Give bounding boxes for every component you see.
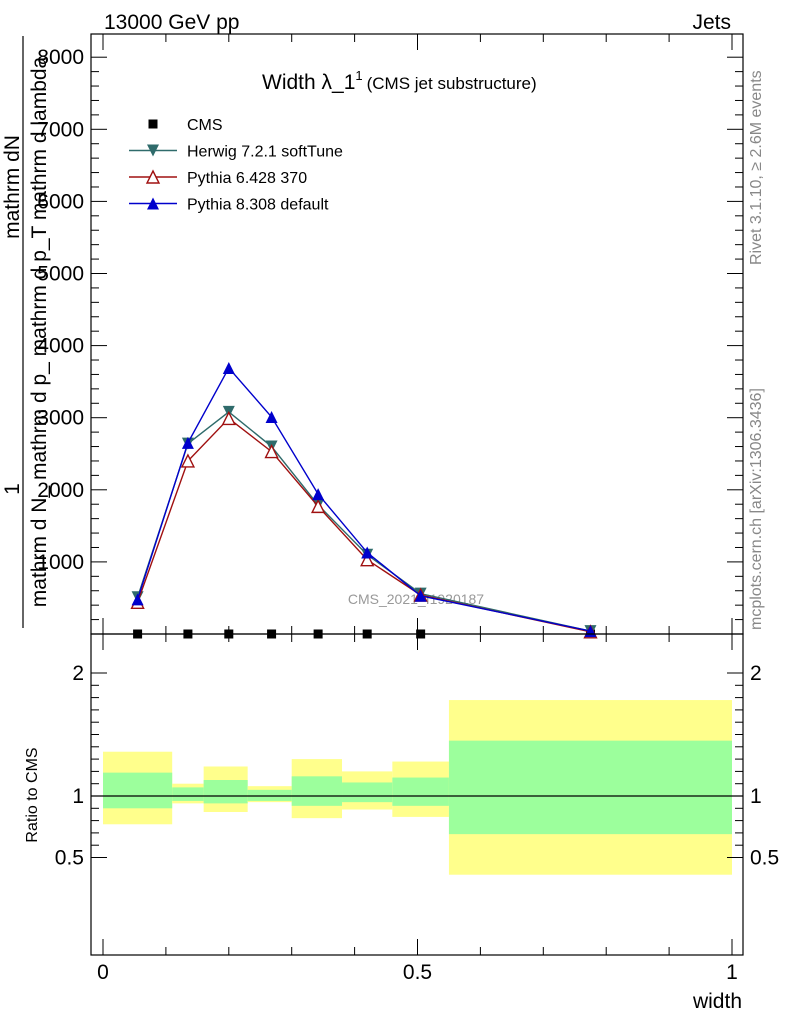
ratio-y-tick-label-right: 0.5 bbox=[750, 847, 779, 870]
y-label-denominator: mathrm d N_ mathrm d p_ mathrm d p_T mat… bbox=[28, 56, 51, 607]
legend-entry: Pythia 6.428 370 bbox=[129, 169, 307, 187]
series-line bbox=[136, 366, 591, 632]
legend: CMS Herwig 7.2.1 softTune Pythia 6.428 370… bbox=[129, 117, 343, 214]
ratio-frame bbox=[90, 633, 744, 956]
legend-entry: CMS bbox=[148, 117, 223, 134]
x-tick-label: 0.5 bbox=[403, 961, 432, 984]
y-tick-label: 8000 bbox=[37, 46, 84, 69]
ratio-y-tick-label-right: 2 bbox=[750, 662, 762, 685]
legend-label: Pythia 6.428 370 bbox=[187, 170, 307, 187]
y-tick-label: 3000 bbox=[37, 407, 84, 430]
rivet-label: Rivet 3.1.10, ≥ 2.6M events bbox=[748, 70, 765, 265]
series-line bbox=[136, 411, 591, 632]
chart-subtitle: (CMS jet substructure) bbox=[367, 74, 537, 93]
y-label-prefix: 1 bbox=[1, 483, 24, 495]
chart-title-main: Width λ_1 bbox=[262, 71, 355, 94]
main-y-tick-labels: 1000 2000 3000 4000 5000 6000 7000 8000 bbox=[37, 46, 84, 574]
y-tick-label: 7000 bbox=[37, 118, 84, 141]
chart-title: Width λ_11 (CMS jet substructure) bbox=[262, 68, 537, 94]
legend-label: Herwig 7.2.1 softTune bbox=[187, 144, 343, 161]
data-point bbox=[360, 552, 375, 567]
ratio-y-tick-labels-right: 0.5 1 2 bbox=[750, 662, 779, 870]
ratio-axis-ticks bbox=[91, 634, 743, 955]
legend-marker bbox=[147, 197, 159, 210]
data-point bbox=[312, 488, 325, 501]
legend-marker bbox=[145, 169, 161, 184]
category-label: Jets bbox=[692, 11, 731, 34]
legend-label: Pythia 8.308 default bbox=[187, 197, 329, 214]
green-band bbox=[172, 787, 204, 801]
mcplots-label: mcplots.cern.ch [arXiv:1306.3436] bbox=[748, 388, 765, 630]
x-tick-label: 0 bbox=[97, 961, 109, 984]
green-band bbox=[342, 782, 393, 803]
ratio-y-tick-label: 2 bbox=[72, 662, 84, 685]
ratio-y-tick-label: 1 bbox=[72, 785, 84, 808]
energy-label: 13000 GeV pp bbox=[104, 11, 239, 34]
data-point bbox=[265, 410, 278, 423]
green-band bbox=[247, 789, 292, 801]
ratio-uncertainty-bands bbox=[91, 700, 743, 875]
x-tick-label: 1 bbox=[726, 961, 738, 984]
legend-entry: Pythia 8.308 default bbox=[129, 197, 329, 214]
data-point bbox=[310, 498, 326, 514]
data-point bbox=[131, 593, 144, 606]
x-tick-labels: 0 0.5 1 bbox=[97, 961, 738, 984]
ratio-plot-panel: 0.512 0.512 0 0.5 1 Ratio to CMS width bbox=[24, 633, 779, 1013]
y-tick-label: 2000 bbox=[37, 479, 84, 502]
y-tick-label: 4000 bbox=[37, 335, 84, 358]
y-tick-label: 1000 bbox=[37, 551, 84, 574]
green-band bbox=[203, 780, 248, 804]
green-band bbox=[448, 740, 732, 835]
legend-marker bbox=[148, 119, 158, 129]
ratio-y-axis-label: Ratio to CMS bbox=[24, 747, 41, 842]
ratio-y-tick-labels: 0.5 1 2 bbox=[55, 662, 84, 870]
data-point bbox=[414, 589, 427, 602]
data-point bbox=[361, 546, 374, 559]
data-point bbox=[180, 453, 196, 468]
chart-title-sup: 1 bbox=[355, 68, 362, 83]
data-point bbox=[221, 410, 236, 426]
legend-entry: Herwig 7.2.1 softTune bbox=[129, 144, 343, 161]
x-axis-label: width bbox=[692, 990, 742, 1013]
green-band bbox=[103, 772, 173, 809]
green-band bbox=[291, 776, 343, 806]
main-y-axis-label: 1 mathrm dN mathrm d N_ mathrm d p_ math… bbox=[1, 36, 51, 628]
main-axis-ticks bbox=[91, 34, 743, 635]
data-point bbox=[264, 444, 279, 459]
y-tick-label: 6000 bbox=[37, 190, 84, 213]
series-pythia-8-308-default bbox=[131, 361, 597, 638]
y-tick-label: 5000 bbox=[37, 263, 84, 286]
data-point bbox=[181, 436, 194, 449]
green-band bbox=[392, 777, 449, 806]
ratio-y-tick-label: 0.5 bbox=[55, 847, 84, 870]
data-point bbox=[222, 361, 235, 374]
ratio-y-tick-label-right: 1 bbox=[750, 785, 762, 808]
legend-label: CMS bbox=[187, 117, 223, 134]
legend-marker bbox=[147, 144, 159, 157]
y-label-numerator: mathrm dN bbox=[1, 135, 24, 239]
